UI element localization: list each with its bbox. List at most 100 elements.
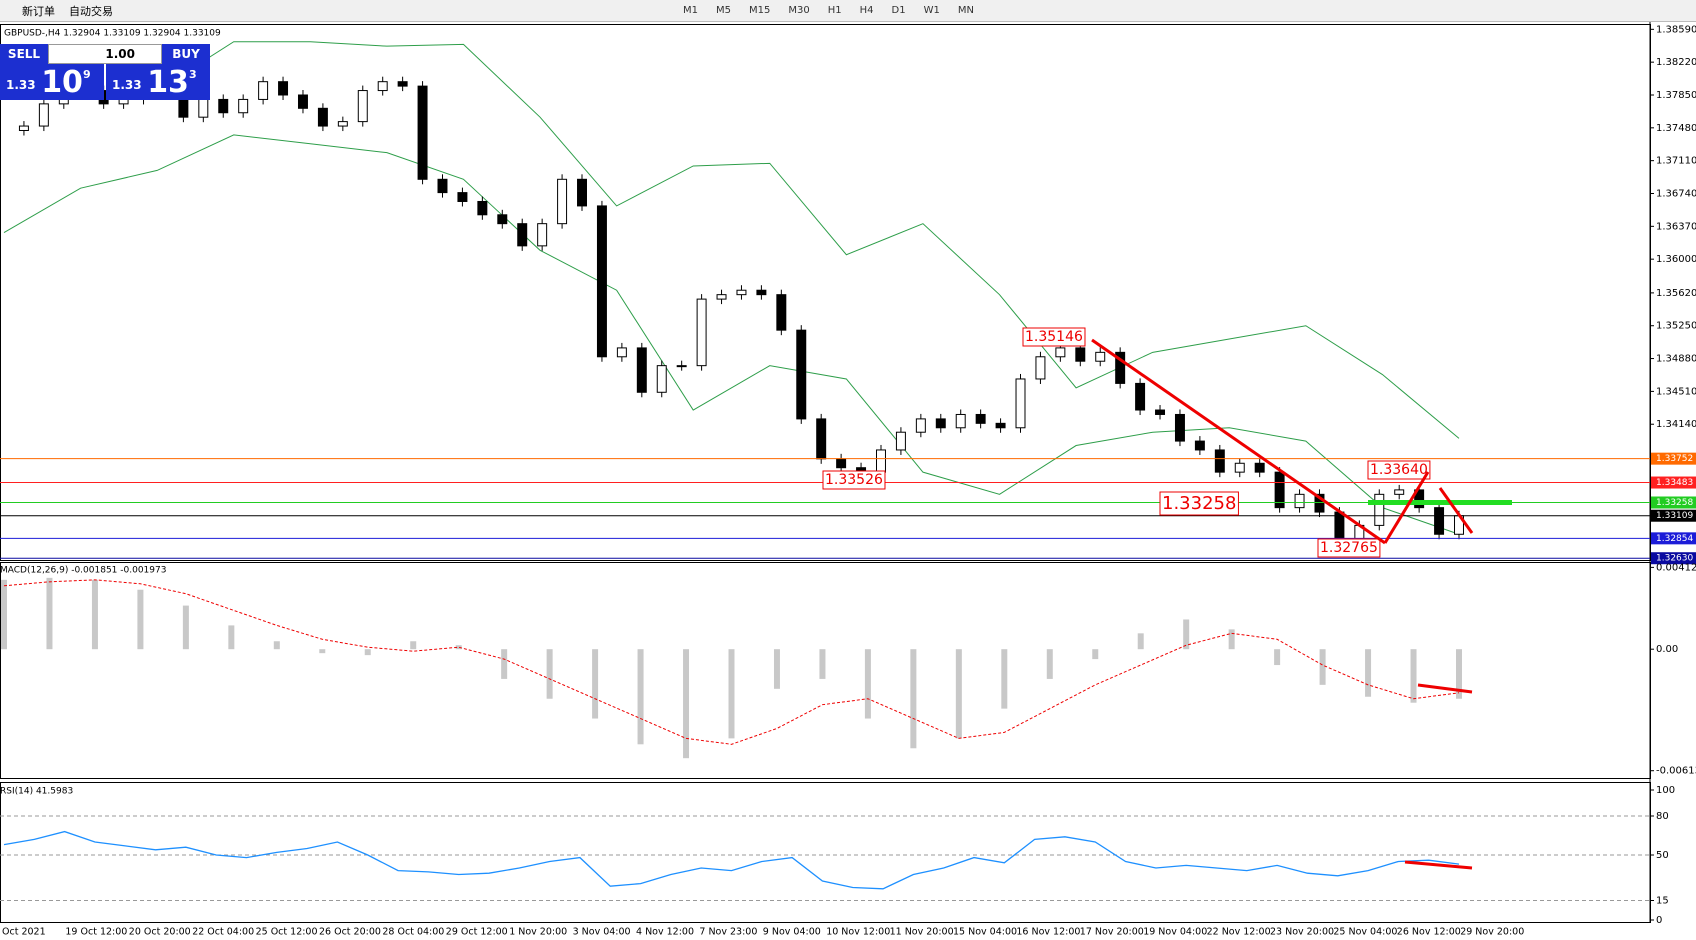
candle-body (1394, 489, 1405, 495)
macd-bar (1365, 649, 1372, 697)
lot-input[interactable]: 1.00 (48, 44, 162, 64)
y-tick-label: 1.34510 (1656, 386, 1696, 397)
buy-button[interactable]: BUY (162, 44, 210, 64)
y-tick-label: 15 (1656, 896, 1669, 907)
candle-body (596, 205, 607, 358)
candle-body (616, 347, 627, 358)
price-annotation: 1.33258 (1162, 493, 1236, 514)
price-annotation: 1.33526 (825, 472, 883, 488)
timeframe-button[interactable]: W1 (923, 5, 940, 16)
trend-arrow (1404, 860, 1473, 870)
x-tick-label: 19 Oct 12:00 (65, 927, 127, 938)
macd-bar (683, 649, 690, 759)
x-tick-label: 22 Nov 12:00 (1207, 927, 1271, 938)
macd-bar (410, 641, 417, 650)
price-big: 1.33 (6, 78, 36, 92)
candle-body (1095, 351, 1106, 362)
macd-bar (819, 649, 826, 679)
candle-body (1055, 347, 1066, 358)
candle-body (477, 200, 488, 216)
macd-bar (910, 649, 917, 749)
candle-body (238, 98, 249, 114)
macd-bar (91, 579, 98, 650)
macd-title: MACD(12,26,9) -0.001851 -0.001973 (0, 566, 166, 576)
macd-bar (728, 649, 735, 739)
level-label: 1.33483 (1656, 478, 1693, 488)
trend-arrow (1091, 338, 1386, 545)
timeframe-button[interactable]: M30 (788, 5, 810, 16)
macd-bar (1092, 649, 1099, 660)
macd-bar (1410, 649, 1417, 703)
candle-body (716, 294, 727, 300)
bollinger-upper (3, 41, 1460, 439)
chart-title: GBPUSD-,H4 1.32904 1.33109 1.32904 1.331… (4, 29, 221, 39)
y-tick-label: 1.34140 (1656, 419, 1696, 430)
price-annotation: 1.35146 (1025, 329, 1083, 345)
level-label: 1.33258 (1656, 498, 1693, 508)
y-tick-label: 1.38220 (1656, 57, 1696, 68)
candle-body (975, 413, 986, 424)
timeframe-button[interactable]: MN (957, 5, 974, 16)
annotation-box (822, 470, 886, 490)
candle-body (955, 413, 966, 429)
price-frac: 9 (82, 68, 91, 81)
x-tick-label: 28 Oct 04:00 (382, 927, 444, 938)
x-tick-label: 9 Nov 04:00 (763, 927, 821, 938)
candle-body (1115, 351, 1126, 384)
macd-bar (546, 649, 553, 699)
x-tick-label: 29 Nov 20:00 (1460, 927, 1524, 938)
candle-body (337, 121, 348, 127)
candle-body (1314, 493, 1325, 513)
macd-bar (1046, 649, 1053, 679)
macd-bar (864, 649, 871, 719)
candle-body (557, 178, 568, 225)
candle-body (1414, 489, 1425, 509)
level-tag (1651, 532, 1696, 545)
level-tag (1651, 552, 1696, 565)
macd-bar (455, 645, 462, 650)
timeframe-button[interactable]: H1 (827, 5, 842, 16)
timeframe-button[interactable]: D1 (891, 5, 906, 16)
candle-body (836, 458, 847, 469)
new-order-button[interactable]: 新订单 (22, 4, 55, 18)
macd-bar (1183, 619, 1190, 650)
macd-bar (773, 649, 780, 689)
timeframe-button[interactable]: H4 (859, 5, 874, 16)
macd-bar (228, 625, 235, 650)
x-tick-label: 23 Nov 20:00 (1270, 927, 1334, 938)
candle-body (935, 418, 946, 429)
trend-arrow (1438, 487, 1474, 534)
candle-body (1194, 440, 1205, 451)
candle-body (796, 329, 807, 420)
macd-bar (501, 649, 508, 679)
sell-button[interactable]: SELL (0, 44, 48, 64)
timeframe-button[interactable]: M5 (716, 5, 731, 16)
timeframe-button[interactable]: M1 (683, 5, 698, 16)
price-annotation: 1.32765 (1320, 540, 1378, 556)
level-tag (1651, 496, 1696, 509)
price-pips: 10 (41, 65, 83, 100)
y-tick-label: 80 (1656, 811, 1669, 822)
candle-body (18, 125, 29, 131)
x-tick-label: 22 Oct 04:00 (192, 927, 254, 938)
candle-body (258, 81, 269, 100)
candle-body (776, 294, 787, 331)
buy-price[interactable]: 1.33 13 3 (106, 64, 210, 100)
candle-body (278, 81, 289, 96)
level-tag (1651, 476, 1696, 489)
candle-body (517, 223, 528, 247)
x-tick-label: 15 Nov 04:00 (953, 927, 1017, 938)
candle-body (377, 81, 388, 92)
panel-frame (0, 782, 1651, 923)
candle-body (297, 94, 308, 109)
candle-body (676, 365, 687, 368)
annotation-box (1317, 538, 1381, 558)
sell-price[interactable]: 1.33 10 9 (0, 64, 104, 100)
timeframe-button[interactable]: M15 (749, 5, 771, 16)
candle-body (577, 178, 587, 207)
auto-trading-button[interactable]: 自动交易 (69, 4, 113, 18)
macd-bar (273, 641, 280, 650)
candle-body (895, 431, 906, 451)
